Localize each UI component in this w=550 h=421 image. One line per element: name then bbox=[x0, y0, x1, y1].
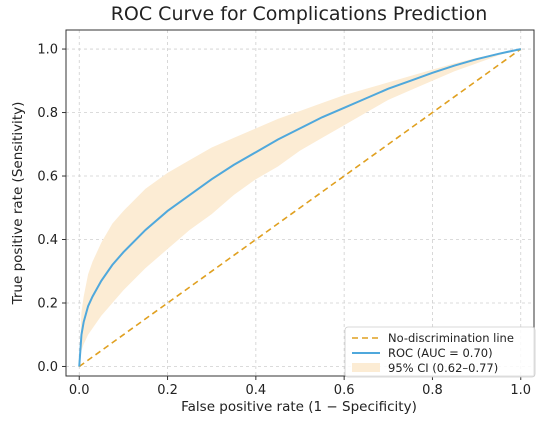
x-tick-label: 0.0 bbox=[69, 383, 90, 398]
plot-frame bbox=[65, 29, 535, 377]
y-axis-label: True positive rate (Sensitivity) bbox=[10, 102, 26, 306]
x-tick-label: 0.4 bbox=[246, 383, 267, 398]
y-tick-label: 0.4 bbox=[37, 233, 58, 248]
x-tick-label: 0.8 bbox=[422, 383, 443, 398]
x-tick-label: 0.2 bbox=[157, 383, 178, 398]
legend-swatch-ci bbox=[352, 363, 380, 372]
legend: No-discrimination line ROC (AUC = 0.70) … bbox=[344, 326, 536, 378]
chart-title: ROC Curve for Complications Prediction bbox=[111, 3, 488, 25]
grid bbox=[66, 30, 534, 376]
x-tick-label: 0.6 bbox=[334, 383, 355, 398]
y-tick-label: 0.6 bbox=[37, 170, 58, 185]
legend-label-roc: ROC (AUC = 0.70) bbox=[388, 346, 493, 360]
roc-curve bbox=[78, 48, 521, 367]
y-tick-label: 1.0 bbox=[37, 43, 58, 58]
no-discrimination-line bbox=[78, 48, 522, 368]
y-tick-label: 0.8 bbox=[37, 106, 58, 121]
y-tick-label: 0.0 bbox=[37, 360, 58, 375]
ci-band bbox=[79, 49, 521, 367]
legend-label-no-discrimination: No-discrimination line bbox=[388, 331, 514, 345]
legend-label-ci: 95% CI (0.62–0.77) bbox=[388, 361, 498, 375]
y-tick-label: 0.2 bbox=[37, 296, 58, 311]
x-tick-label: 1.0 bbox=[510, 383, 531, 398]
legend-box bbox=[344, 326, 536, 378]
x-axis-label: False positive rate (1 − Specificity) bbox=[181, 399, 417, 415]
